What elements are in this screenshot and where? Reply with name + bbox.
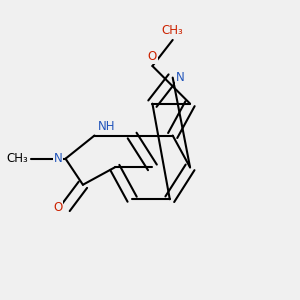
Text: CH₃: CH₃ — [6, 152, 28, 165]
Text: CH₃: CH₃ — [162, 24, 184, 37]
Text: N: N — [54, 152, 63, 165]
Text: NH: NH — [98, 120, 115, 133]
Text: O: O — [53, 201, 63, 214]
Text: N: N — [176, 71, 184, 84]
Text: O: O — [148, 50, 157, 63]
